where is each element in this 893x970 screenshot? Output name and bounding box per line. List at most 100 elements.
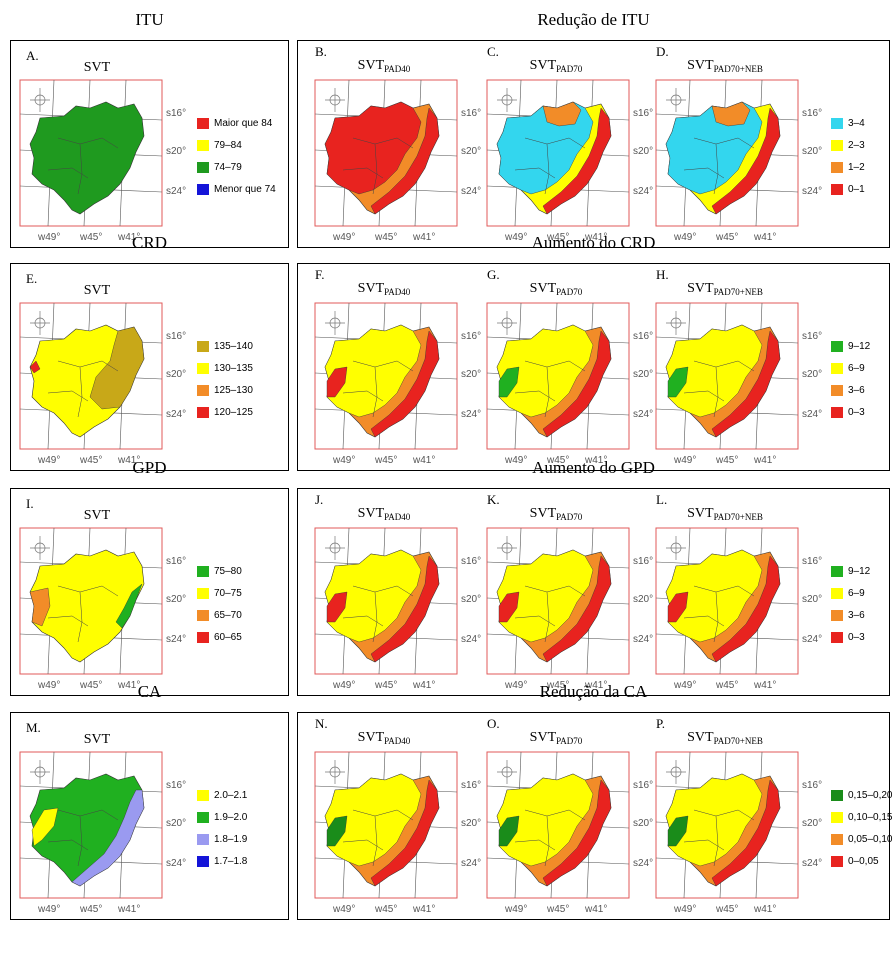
lon-label: w49°: [504, 680, 527, 691]
state-border: [514, 585, 586, 643]
lat-label: s24°: [802, 858, 822, 869]
panel-letter: L.: [656, 492, 668, 507]
legend-label: 0–1: [848, 183, 865, 195]
map-region: [711, 107, 781, 215]
lat-label: s24°: [461, 858, 481, 869]
right-legend: 3–4 2–3 1–2 0–1: [831, 112, 865, 200]
right-legend: 0,15–0,20 0,10–0,15 0,05–0,10 0–0,05: [831, 784, 893, 872]
lat-label: s24°: [461, 409, 481, 420]
lat-label: s20°: [802, 594, 822, 605]
panel-name-sub: PAD40: [384, 64, 411, 74]
legend-item: 0–0,05: [831, 850, 893, 872]
map-region: [71, 789, 145, 887]
legend-item: 2.0–2.1: [197, 784, 247, 806]
legend-swatch: [197, 406, 209, 418]
lat-label: s16°: [633, 108, 653, 119]
lon-label: w45°: [546, 680, 569, 691]
legend-swatch: [831, 631, 843, 643]
legend-label: 130–135: [214, 362, 253, 374]
lon-label: w45°: [715, 904, 738, 915]
lat-label: s16°: [461, 108, 481, 119]
legend-item: Maior que 84: [197, 112, 276, 134]
lon-label: w45°: [715, 680, 738, 691]
legend-item: 0,15–0,20: [831, 784, 893, 806]
lat-label: s20°: [633, 594, 653, 605]
legend-label: 3–4: [848, 117, 865, 129]
legend-label: 3–6: [848, 384, 865, 396]
map-region: [370, 330, 440, 438]
panel-letter: I.: [26, 496, 34, 511]
left-legend: Maior que 84 79–84 74–79 Menor que 74: [197, 112, 276, 200]
legend-label: 79–84: [214, 139, 242, 151]
compass-icon: [497, 536, 517, 560]
lat-label: s24°: [166, 186, 186, 197]
panel-name: SVTPAD70: [481, 506, 631, 522]
map-region: [711, 555, 781, 663]
lon-label: w49°: [673, 904, 696, 915]
state-border: [342, 809, 414, 867]
legend-swatch: [197, 631, 209, 643]
lat-label: s16°: [802, 780, 822, 791]
lon-label: w45°: [374, 904, 397, 915]
state-border: [342, 585, 414, 643]
legend-label: 0–3: [848, 631, 865, 643]
map-region: [498, 815, 520, 847]
legend-item: 120–125: [197, 401, 253, 423]
lon-label: w45°: [546, 455, 569, 466]
panel-name-main: SVT: [687, 58, 714, 73]
compass-icon: [666, 88, 686, 112]
legend-label: Maior que 84: [214, 117, 273, 129]
compass-icon: [497, 760, 517, 784]
lon-label: w49°: [673, 680, 696, 691]
legend-swatch: [831, 183, 843, 195]
right-section-title: Redução da CA: [539, 682, 648, 701]
panel-name-sub: PAD70+NEB: [713, 287, 763, 297]
lon-label: w41°: [584, 232, 607, 243]
panel-letter: E.: [26, 271, 38, 286]
lat-label: s16°: [802, 108, 822, 119]
state-border: [342, 360, 414, 418]
lon-label: w49°: [37, 455, 60, 466]
legend-swatch: [197, 161, 209, 173]
state-border: [47, 360, 119, 418]
right-section-title: Aumento do CRD: [531, 233, 656, 252]
legend-item: 79–84: [197, 134, 276, 156]
legend-label: 1–2: [848, 161, 865, 173]
lat-label: s24°: [633, 858, 653, 869]
panel-name-sub: PAD70+NEB: [713, 512, 763, 522]
legend-item: 3–4: [831, 112, 865, 134]
legend-swatch: [197, 384, 209, 396]
panel-letter: C.: [487, 44, 499, 59]
legend-label: 1.7–1.8: [214, 855, 248, 867]
panel-name: SVTPAD40: [309, 58, 459, 74]
lon-label: w49°: [673, 232, 696, 243]
map: s16° s20° s24° w49° w45° w41°: [486, 302, 653, 466]
lon-label: w41°: [584, 455, 607, 466]
lon-label: w45°: [374, 455, 397, 466]
map-region: [542, 555, 612, 663]
map-region: [711, 101, 751, 127]
lat-label: s24°: [166, 409, 186, 420]
left-legend: 75–80 70–75 65–70 60–65: [197, 560, 242, 648]
legend-label: 2–3: [848, 139, 865, 151]
map-region: [31, 807, 59, 847]
legend-swatch: [831, 161, 843, 173]
left-section-title: CRD: [132, 233, 167, 252]
legend-label: 74–79: [214, 161, 242, 173]
lat-label: s24°: [802, 634, 822, 645]
lat-label: s24°: [461, 634, 481, 645]
map: s16° s20° s24° w49° w45° w41°: [314, 751, 481, 915]
lon-label: w49°: [504, 455, 527, 466]
lon-label: w41°: [753, 232, 776, 243]
lat-label: s24°: [461, 186, 481, 197]
lat-label: s16°: [166, 780, 186, 791]
legend-swatch: [197, 855, 209, 867]
panel-letter: G.: [487, 267, 500, 282]
map: s16° s20° s24° w49° w45° w41°: [486, 751, 653, 915]
map: s16° s20° s24° w49° w45° w41°: [19, 751, 186, 915]
legend-item: 6–9: [831, 582, 870, 604]
legend-swatch: [831, 384, 843, 396]
lon-label: w49°: [37, 232, 60, 243]
legend-item: 125–130: [197, 379, 253, 401]
panel-name-sub: PAD70: [556, 512, 583, 522]
